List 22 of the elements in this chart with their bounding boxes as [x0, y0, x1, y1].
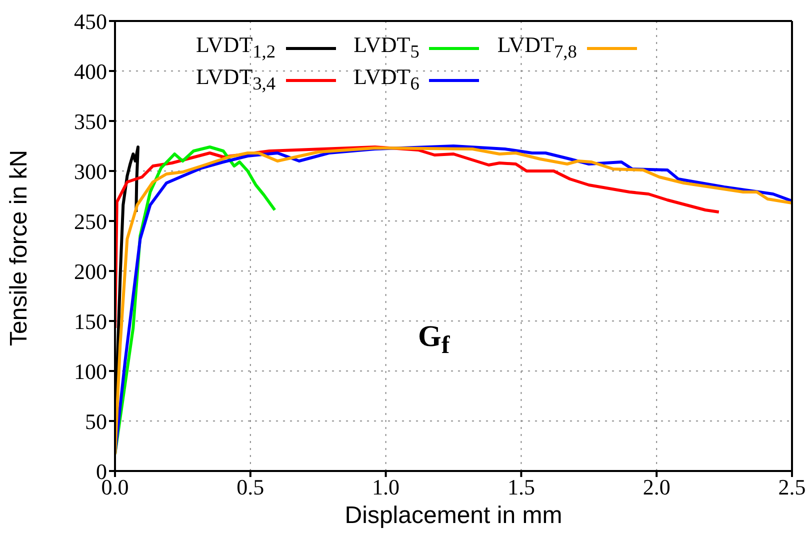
- legend-label: LVDT$_{3,4}$: [196, 64, 276, 96]
- x-axis-title: Displacement in mm: [344, 502, 562, 529]
- y-tick-label: 300: [74, 158, 107, 184]
- legend-label: LVDT$_{5}$: [354, 32, 420, 64]
- x-tick-label: 0.5: [236, 474, 264, 500]
- x-tick-label: 1.0: [372, 474, 400, 500]
- y-tick-label: 100: [74, 358, 107, 384]
- y-tick-label: 50: [85, 408, 107, 434]
- legend-label: LVDT$_{7,8}$: [497, 32, 577, 64]
- y-tick-label: 400: [74, 58, 107, 84]
- legend-label: LVDT$_{1,2}$: [196, 32, 276, 64]
- y-tick-label: 150: [74, 308, 107, 334]
- legend-label: LVDT$_{6}$: [354, 64, 420, 96]
- x-tick-label: 2.0: [642, 474, 670, 500]
- annotation: G$_{f}$: [418, 320, 450, 360]
- y-tick-label: 450: [74, 8, 107, 34]
- y-tick-label: 350: [74, 108, 107, 134]
- x-tick-label: 1.5: [507, 474, 535, 500]
- y-axis-title: Tensile force in kN: [6, 150, 33, 346]
- x-tick-label: 2.5: [778, 474, 806, 500]
- y-tick-label: 200: [74, 258, 107, 284]
- y-tick-label: 250: [74, 208, 107, 234]
